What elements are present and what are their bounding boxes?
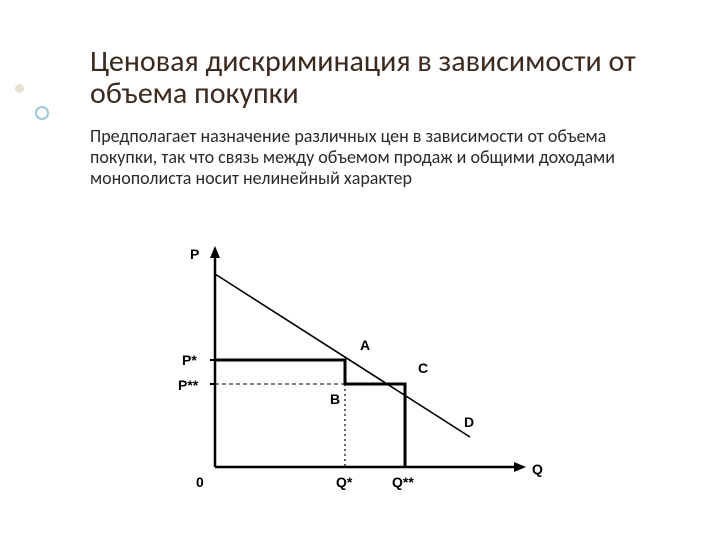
point-b: B: [330, 391, 340, 407]
p-star-label: P*: [182, 352, 197, 368]
point-d: D: [464, 414, 474, 430]
decor-ring: [35, 106, 49, 120]
point-a: A: [360, 337, 370, 353]
p-double-star-label: P**: [178, 377, 199, 393]
demand-chart: P Q 0 P* P** Q* Q** A B C D: [160, 242, 560, 512]
body-paragraph: Предполагает назначение различных цен в …: [90, 126, 650, 190]
step-outline: [215, 360, 405, 467]
body-text-span: Предполагает назначение различных цен в …: [90, 125, 615, 189]
chart-svg: P Q 0 P* P** Q* Q** A B C D: [160, 242, 560, 512]
q-double-star-label: Q**: [392, 474, 414, 490]
slide-title: Ценовая дискриминация в зависимости от о…: [90, 46, 680, 109]
q-star-label: Q*: [336, 474, 353, 490]
x-axis-label: Q: [532, 461, 543, 477]
point-c: C: [418, 360, 428, 376]
title-text: Ценовая дискриминация в зависимости от о…: [90, 43, 636, 112]
slide: Ценовая дискриминация в зависимости от о…: [0, 0, 720, 540]
decor-dot: [15, 84, 24, 93]
origin-label: 0: [196, 474, 204, 490]
y-axis-label: P: [190, 246, 199, 262]
demand-line: [215, 274, 470, 437]
